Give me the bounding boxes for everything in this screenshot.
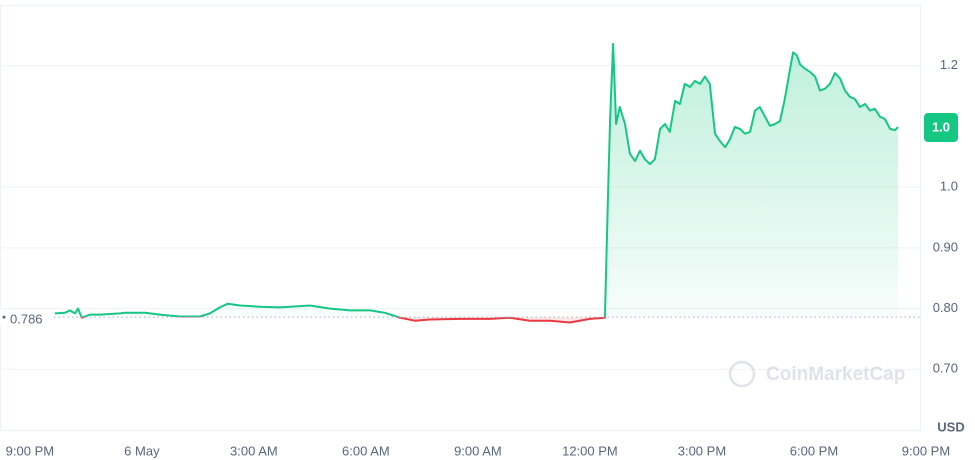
reference-label-bg: [0, 309, 52, 326]
x-tick-label: 6:00 PM: [790, 443, 838, 458]
price-badge-label: 1.0: [932, 119, 950, 134]
watermark-text: CoinMarketCap: [766, 364, 905, 385]
reference-label: 0.786: [10, 312, 43, 327]
y-tick-label: 0.90: [933, 239, 958, 254]
y-tick-label: 0.70: [933, 361, 958, 376]
x-tick-label: 9:00 PM: [902, 443, 950, 458]
watermark: CoinMarketCap: [728, 360, 905, 388]
reference-dot: [2, 315, 6, 319]
x-tick-label: 6 May: [124, 443, 160, 458]
x-tick-label: 12:00 PM: [562, 443, 618, 458]
y-tick-label: 0.80: [933, 300, 958, 315]
price-badge: [924, 113, 958, 143]
x-tick-label: 3:00 PM: [678, 443, 726, 458]
x-tick-label: 6:00 AM: [342, 443, 390, 458]
price-line: [54, 42, 899, 318]
unit-label: USD: [937, 419, 964, 434]
area-above: [54, 43, 898, 318]
watermark-logo: [728, 360, 756, 388]
y-tick-label: 1.2: [940, 57, 958, 72]
x-tick-label: 9:00 AM: [454, 443, 502, 458]
x-tick-label: 3:00 AM: [230, 443, 278, 458]
y-tick-label: 1.0: [940, 179, 958, 194]
plot-frame: [0, 5, 921, 431]
x-tick-label: 9:00 PM: [6, 443, 54, 458]
